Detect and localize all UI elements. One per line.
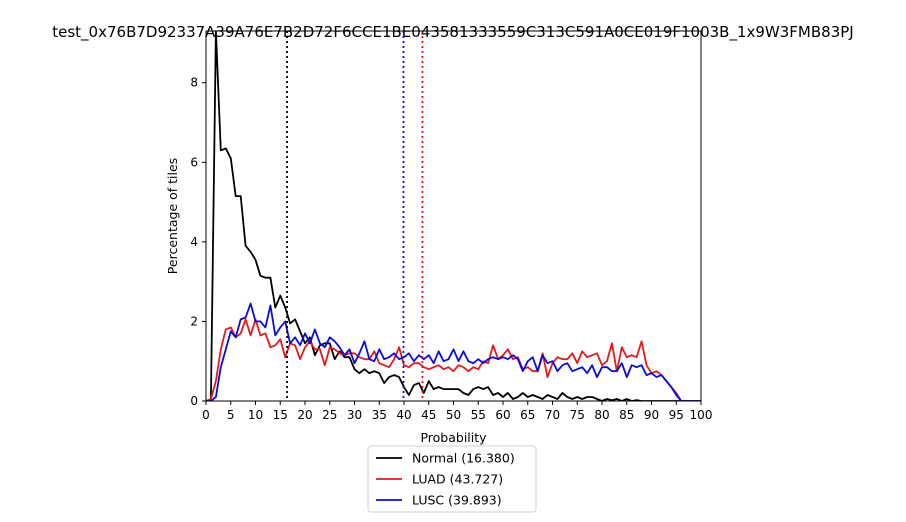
x-tick-label-10: 10 bbox=[248, 408, 263, 422]
x-tick-label-45: 45 bbox=[421, 408, 436, 422]
x-tick-label-90: 90 bbox=[644, 408, 659, 422]
plot-area: 0 5 10 15 20 25 30 35 40 45 50 55 60 65 70 75 80 85 90 95 10… bbox=[190, 30, 713, 422]
axes-frame bbox=[205, 30, 702, 402]
x-tick-label-95: 95 bbox=[669, 408, 684, 422]
legend: Normal (16.380) LUAD (43.727) LUSC (39.893… bbox=[367, 445, 537, 513]
y-tick-label-6: 6 bbox=[190, 155, 198, 169]
legend-label-3: LUSC (39.893) bbox=[412, 493, 502, 508]
x-tick-label-100: 100 bbox=[690, 408, 713, 422]
x-tick-label-0: 0 bbox=[202, 408, 210, 422]
series-line-1 bbox=[206, 31, 701, 401]
x-tick-label-70: 70 bbox=[545, 408, 560, 422]
x-tick-label-30: 30 bbox=[347, 408, 362, 422]
x-tick-label-35: 35 bbox=[372, 408, 387, 422]
x-tick-label-85: 85 bbox=[619, 408, 634, 422]
x-tick-label-40: 40 bbox=[396, 408, 411, 422]
y-tick-label-0: 0 bbox=[190, 394, 198, 408]
x-tick-label-55: 55 bbox=[471, 408, 486, 422]
x-tick-label-15: 15 bbox=[273, 408, 288, 422]
y-tick-label-4: 4 bbox=[190, 235, 198, 249]
y-tick-label-8: 8 bbox=[190, 76, 198, 90]
x-tick-label-5: 5 bbox=[227, 408, 235, 422]
series-line-3 bbox=[206, 302, 701, 401]
x-tick-label-25: 25 bbox=[322, 408, 337, 422]
x-axis-label: Probability bbox=[420, 430, 487, 445]
x-tick-label-75: 75 bbox=[570, 408, 585, 422]
y-tick-label-2: 2 bbox=[190, 314, 198, 328]
legend-frame bbox=[367, 445, 537, 513]
x-tick-label-60: 60 bbox=[495, 408, 510, 422]
x-tick-label-50: 50 bbox=[446, 408, 461, 422]
legend-label-2: LUAD (43.727) bbox=[412, 472, 503, 487]
series-line-2 bbox=[206, 318, 701, 401]
x-tick-label-65: 65 bbox=[520, 408, 535, 422]
x-tick-label-80: 80 bbox=[594, 408, 609, 422]
legend-label-1: Normal (16.380) bbox=[412, 451, 515, 466]
y-axis-label: Percentage of tiles bbox=[165, 158, 180, 274]
x-tick-label-20: 20 bbox=[297, 408, 312, 422]
chart-title: test_0x76B7D92337A39A76E7B2D72F6CCE1BE04… bbox=[52, 23, 853, 42]
